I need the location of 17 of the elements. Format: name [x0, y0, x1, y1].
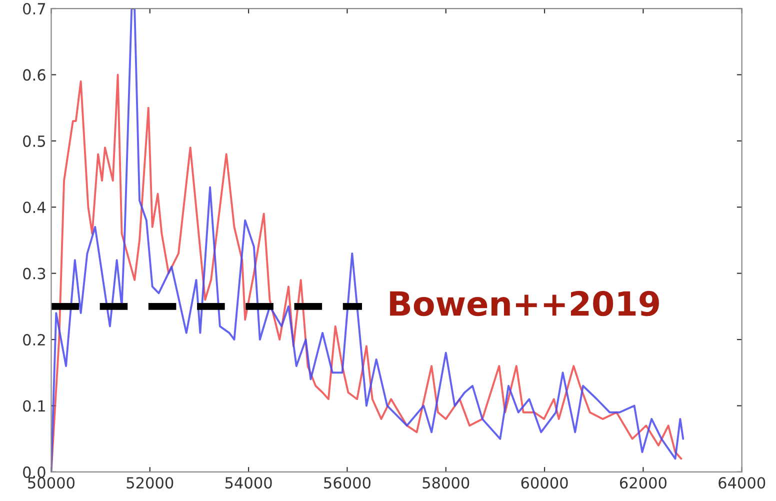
- x-tick-label: 58000: [422, 477, 470, 489]
- y-tick-label: 0.4: [23, 202, 46, 214]
- y-tick-label: 0.1: [23, 400, 45, 412]
- x-tick-label: 60000: [521, 477, 568, 489]
- series-label: Bowen++2019: [390, 290, 659, 316]
- x-tick-label: 62000: [620, 477, 666, 489]
- x-tick-label: 56000: [324, 477, 370, 489]
- y-tick-label: 0.6: [23, 69, 46, 81]
- y-tick-label: 0.5: [23, 135, 46, 147]
- x-tick-label: 52000: [126, 477, 174, 489]
- x-tick-label: 54000: [225, 477, 272, 489]
- y-tick-label: 0.3: [23, 268, 46, 280]
- y-tick-label: 0.2: [23, 334, 45, 346]
- x-tick-label: 50000: [28, 477, 74, 489]
- y-tick-label: 0.0: [23, 466, 46, 478]
- y-tick-label: 0.7: [23, 2, 46, 15]
- x-tick-label: 64000: [718, 477, 766, 489]
